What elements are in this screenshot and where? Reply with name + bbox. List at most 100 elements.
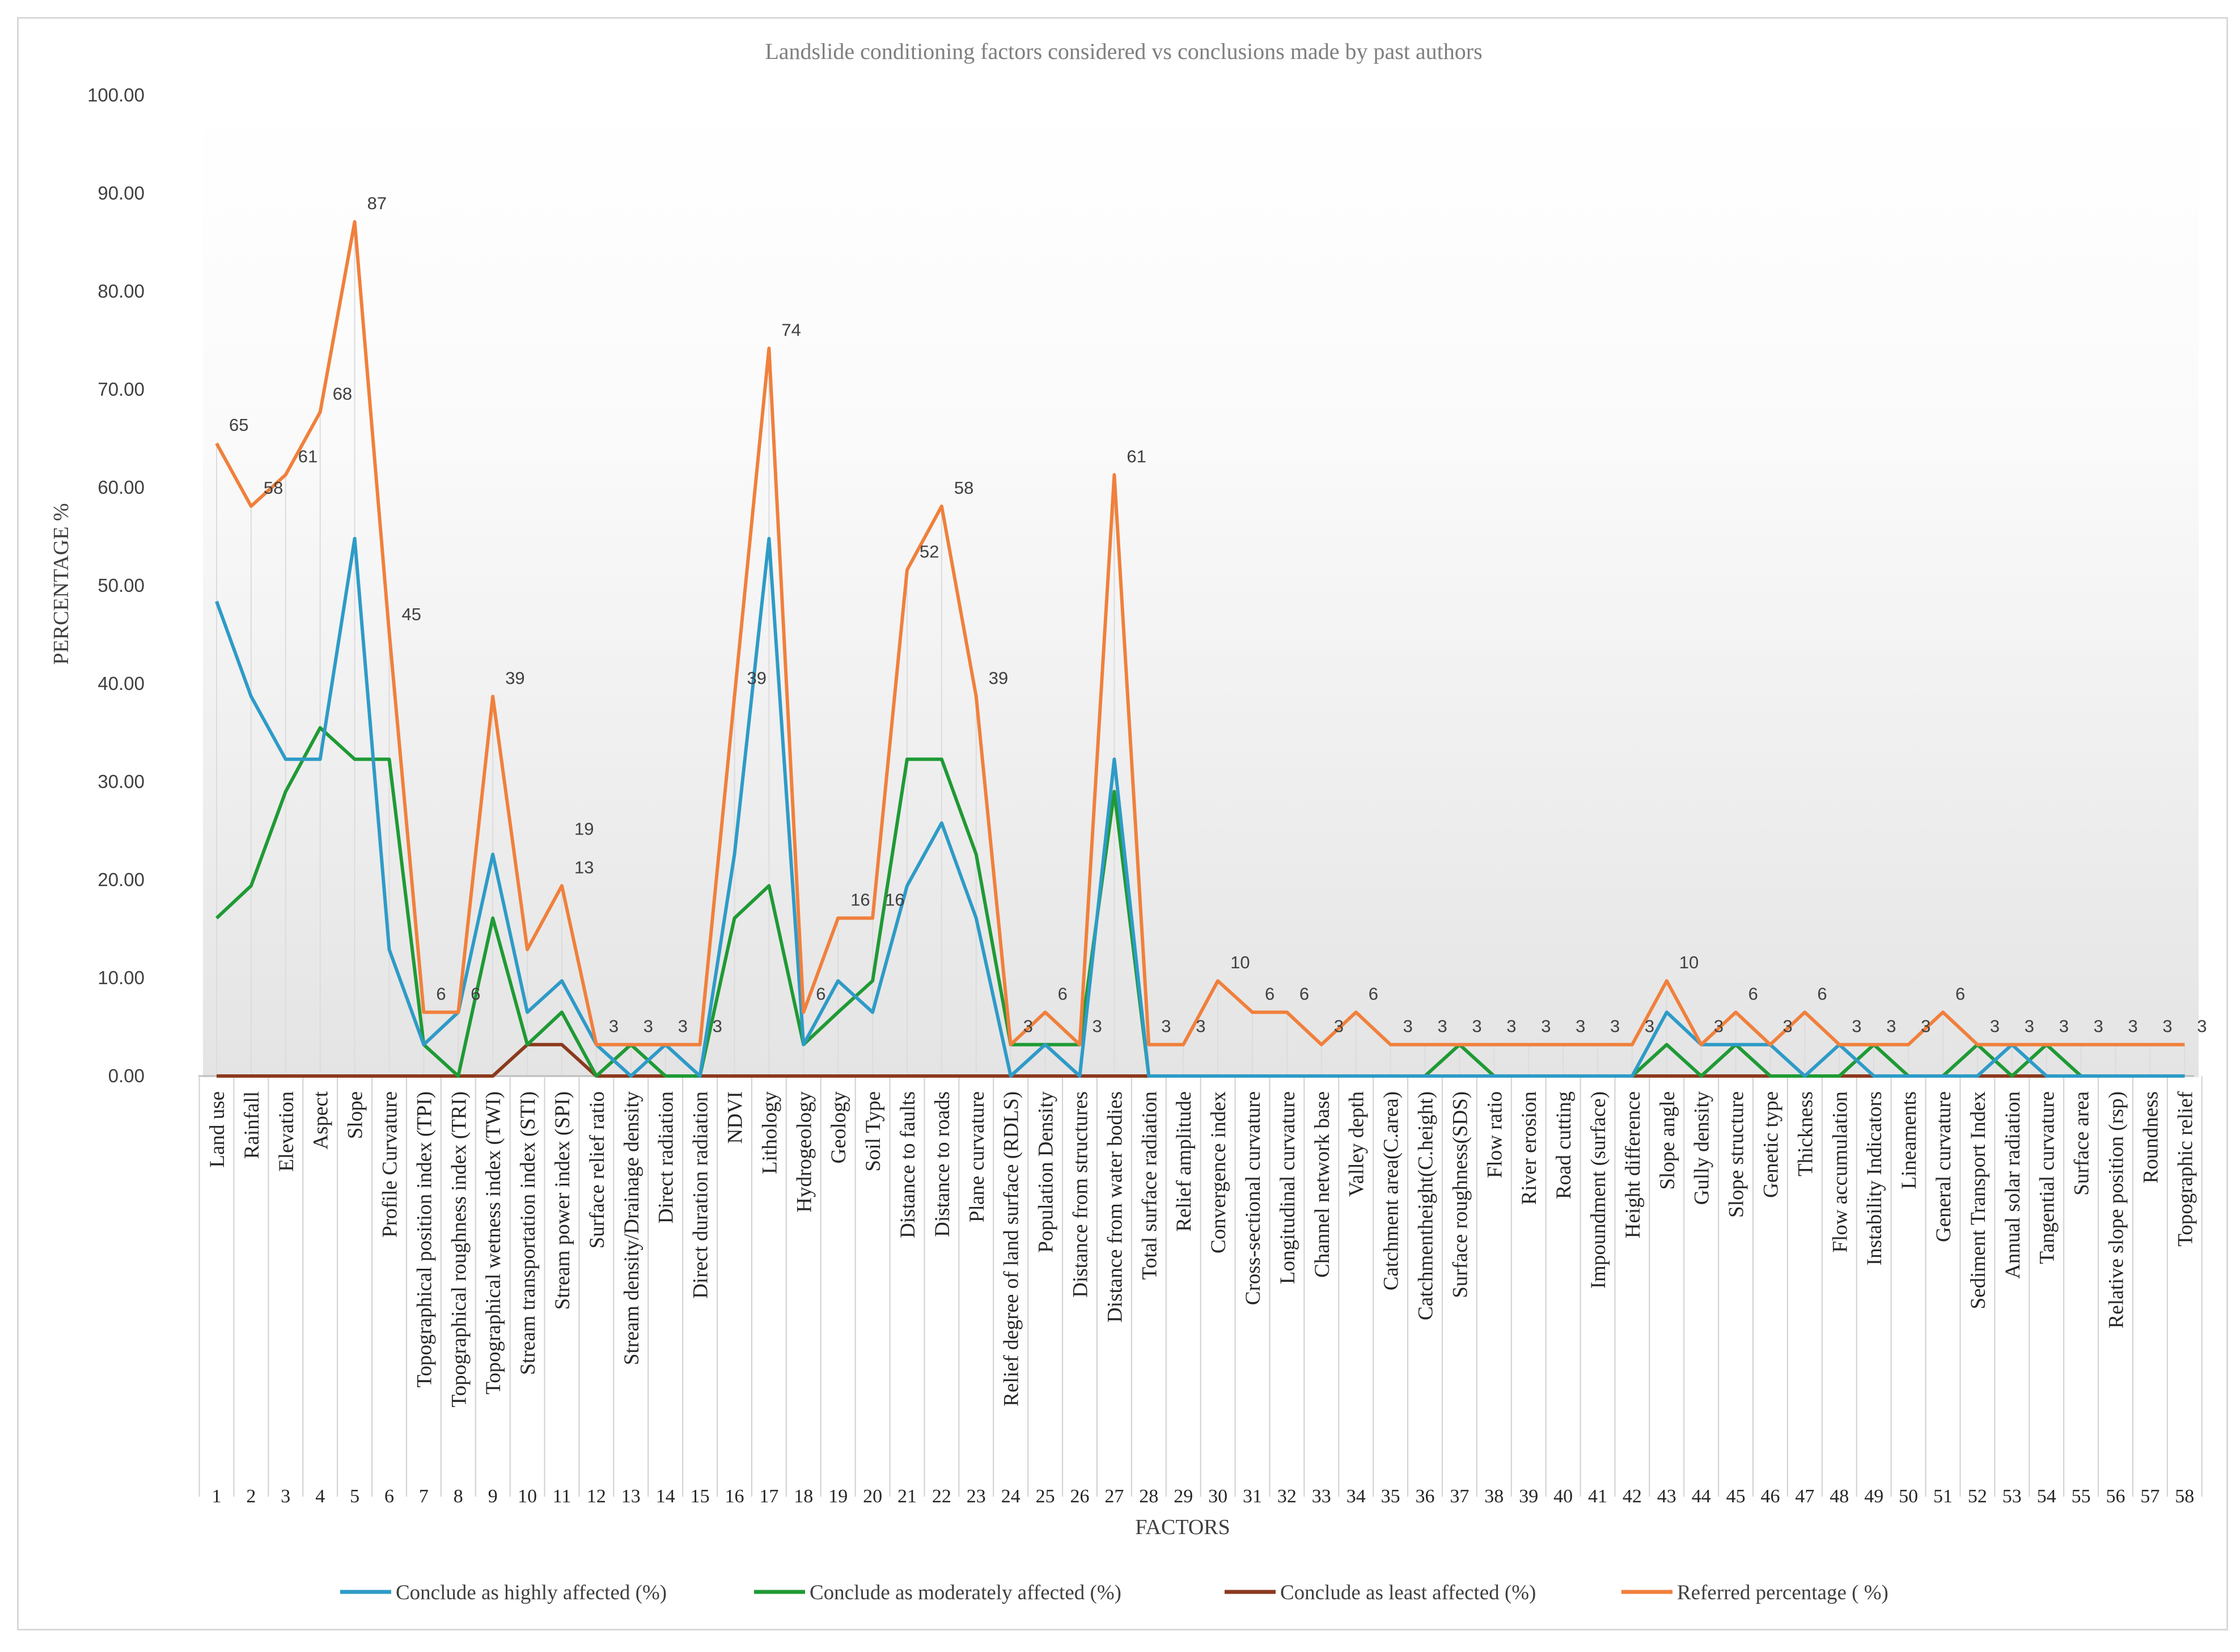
data-label: 68 <box>333 384 352 404</box>
factor-index-label: 16 <box>725 1486 744 1507</box>
data-label: 3 <box>1886 1016 1896 1036</box>
category-label: NDVI <box>724 1091 747 1143</box>
data-label: 87 <box>367 193 387 213</box>
plot-area-background <box>203 102 2199 1077</box>
data-label: 3 <box>2025 1016 2034 1036</box>
category-label: Plane curvature <box>966 1091 989 1222</box>
data-label: 3 <box>1093 1016 1102 1036</box>
data-label: 19 <box>574 819 594 838</box>
factor-index-label: 13 <box>621 1486 641 1507</box>
data-label: 3 <box>1576 1016 1585 1036</box>
data-label: 3 <box>1610 1016 1620 1036</box>
category-label: Instability Indicators <box>1863 1091 1886 1265</box>
factor-index-label: 20 <box>863 1486 882 1507</box>
data-label: 39 <box>505 668 524 688</box>
y-tick-label: 60.00 <box>98 477 145 498</box>
category-label: Direct radiation <box>655 1091 678 1223</box>
category-label: Convergence index <box>1207 1091 1230 1253</box>
factor-index-label: 1 <box>212 1486 222 1507</box>
factor-index-label: 57 <box>2140 1486 2159 1507</box>
category-label: Flow ratio <box>1483 1091 1506 1178</box>
data-label: 6 <box>1955 984 1965 1004</box>
factor-index-label: 11 <box>553 1486 571 1507</box>
category-label: General curvature <box>1932 1091 1955 1242</box>
category-label: Rainfall <box>240 1091 264 1159</box>
data-label: 3 <box>1783 1016 1793 1036</box>
series-line <box>215 537 2185 1078</box>
factor-index-label: 38 <box>1484 1486 1504 1507</box>
factor-index-label: 17 <box>759 1486 778 1507</box>
category-label: Catchmentheight(C.height) <box>1415 1091 1438 1320</box>
legend-label: Conclude as moderately affected (%) <box>810 1581 1121 1604</box>
y-tick-label: 10.00 <box>98 967 145 988</box>
category-label: Catchment area(C.area) <box>1380 1091 1403 1290</box>
data-label: 6 <box>1299 984 1309 1004</box>
category-label: Topographical position index (TPI) <box>413 1091 436 1388</box>
data-label: 3 <box>1852 1016 1861 1036</box>
category-label: Slope structure <box>1725 1091 1748 1218</box>
data-label: 13 <box>574 857 594 877</box>
factor-index-label: 3 <box>281 1486 290 1507</box>
factor-index-label: 56 <box>2106 1486 2125 1507</box>
factor-index-label: 6 <box>384 1486 394 1507</box>
factor-index-label: 31 <box>1243 1486 1262 1507</box>
category-label: Stream power index (SPI) <box>551 1091 574 1310</box>
factor-index-label: 2 <box>246 1486 256 1507</box>
factor-index-label: 49 <box>1864 1486 1883 1507</box>
legend-label: Conclude as highly affected (%) <box>396 1581 667 1604</box>
data-label: 39 <box>747 668 767 688</box>
x-axis: Land use Rainfall Elevation Aspect Slope Prof… <box>198 1075 2203 1507</box>
factor-index-label: 58 <box>2175 1486 2194 1507</box>
factor-index-label: 15 <box>691 1486 710 1507</box>
factor-index-label: 44 <box>1692 1486 1711 1507</box>
factor-index-label: 40 <box>1553 1486 1573 1507</box>
data-label: 3 <box>2094 1016 2103 1036</box>
factor-index-label: 7 <box>419 1486 429 1507</box>
category-label: Lithology <box>758 1091 781 1174</box>
category-label: Lineaments <box>1898 1091 1921 1189</box>
data-label: 3 <box>1645 1016 1654 1036</box>
factor-index-label: 22 <box>932 1486 951 1507</box>
y-tick-label: 90.00 <box>98 183 145 204</box>
factor-index-label: 21 <box>897 1486 917 1507</box>
data-label: 16 <box>885 889 904 909</box>
data-label: 3 <box>1472 1016 1481 1036</box>
data-label: 10 <box>1230 952 1250 972</box>
category-label: Cross-sectional curvature <box>1242 1091 1265 1305</box>
factor-index-label: 25 <box>1036 1486 1055 1507</box>
factor-index-label: 27 <box>1104 1486 1124 1507</box>
data-label: 3 <box>609 1016 619 1036</box>
legend-label: Referred percentage ( %) <box>1677 1581 1888 1604</box>
data-label: 6 <box>1058 984 1068 1004</box>
factor-index-label: 54 <box>2037 1486 2056 1507</box>
factor-index-label: 19 <box>828 1486 848 1507</box>
factor-index-label: 45 <box>1726 1486 1746 1507</box>
chart-title: Landslide conditioning factors considere… <box>765 39 1482 64</box>
category-label: Flow accumulation <box>1828 1091 1852 1253</box>
factor-index-label: 30 <box>1208 1486 1227 1507</box>
factor-index-label: 53 <box>2002 1486 2022 1507</box>
data-label: 6 <box>1817 984 1827 1004</box>
data-label: 61 <box>1127 447 1146 467</box>
category-label: Profile Curvature <box>379 1091 402 1238</box>
data-label: 6 <box>1369 984 1378 1004</box>
category-label: Surface roughness(SDS) <box>1449 1091 1472 1298</box>
data-label: 3 <box>1541 1016 1551 1036</box>
category-label: Slope <box>344 1091 367 1139</box>
factor-index-label: 14 <box>656 1486 675 1507</box>
category-label: Channel network base <box>1311 1091 1334 1278</box>
category-label: Relief amplitude <box>1172 1091 1196 1232</box>
data-label: 3 <box>1438 1016 1447 1036</box>
factor-index-label: 55 <box>2072 1486 2091 1507</box>
data-label: 3 <box>1921 1016 1930 1036</box>
data-label: 3 <box>678 1016 688 1036</box>
data-label: 61 <box>298 447 317 467</box>
chart-frame <box>17 17 2228 1630</box>
y-tick-label: 50.00 <box>98 575 145 596</box>
category-label: Genetic type <box>1760 1091 1783 1198</box>
data-label: 3 <box>1506 1016 1516 1036</box>
factor-index-label: 37 <box>1450 1486 1469 1507</box>
factor-index-label: 26 <box>1070 1486 1090 1507</box>
category-label: Population Density <box>1035 1091 1058 1253</box>
